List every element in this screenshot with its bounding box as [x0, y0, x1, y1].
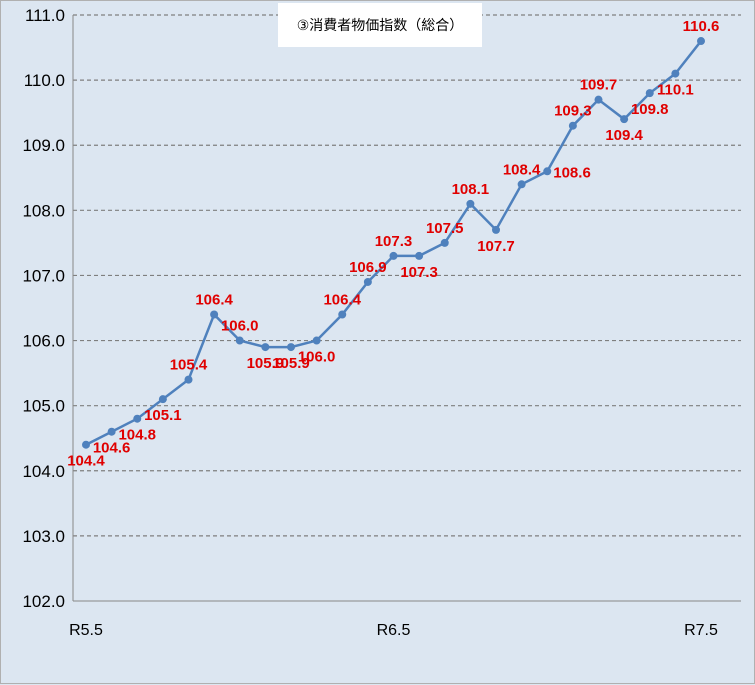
data-label: 110.1 — [657, 82, 694, 99]
data-label: 108.1 — [452, 181, 490, 198]
data-label: 106.9 — [349, 259, 387, 276]
data-point — [517, 180, 526, 189]
data-point — [671, 69, 680, 78]
data-label: 109.4 — [605, 127, 643, 144]
data-point — [415, 251, 424, 260]
data-point — [543, 167, 552, 176]
y-tick-label: 110.0 — [24, 71, 65, 90]
data-point — [107, 427, 116, 436]
data-label: 107.3 — [375, 233, 413, 250]
y-tick-label: 103.0 — [22, 527, 65, 546]
data-point — [466, 199, 475, 208]
x-tick-label: R5.5 — [69, 622, 103, 639]
y-tick-label: 108.0 — [22, 201, 65, 220]
data-label: 109.3 — [554, 103, 592, 120]
data-point — [235, 336, 244, 345]
data-label: 107.7 — [477, 238, 515, 255]
data-label: 104.4 — [67, 453, 105, 470]
data-label: 106.0 — [221, 318, 259, 335]
data-label: 109.7 — [580, 77, 618, 94]
data-label: 105.9 — [272, 355, 310, 372]
data-label: 106.4 — [323, 292, 361, 309]
y-tick-label: 111.0 — [25, 6, 65, 25]
data-point — [594, 95, 603, 104]
data-point — [184, 375, 193, 384]
data-label: 105.4 — [170, 357, 208, 374]
x-tick-label: R7.5 — [684, 622, 718, 639]
y-tick-label: 109.0 — [22, 136, 65, 155]
data-point — [287, 343, 295, 352]
data-label: 105.1 — [144, 407, 182, 424]
data-point — [312, 336, 321, 345]
data-point — [261, 343, 270, 352]
data-point — [133, 414, 142, 423]
data-point — [645, 89, 654, 98]
data-label: 104.6 — [93, 440, 131, 457]
data-label: 106.0 — [298, 349, 336, 366]
data-label: 105.9 — [247, 355, 285, 372]
data-label: 104.8 — [118, 427, 156, 444]
data-point — [389, 251, 398, 260]
data-point — [620, 115, 629, 124]
data-label: 108.4 — [503, 161, 541, 178]
data-point — [440, 238, 449, 247]
data-label: 108.6 — [553, 164, 591, 181]
data-point — [568, 121, 577, 130]
y-tick-label: 107.0 — [22, 266, 65, 285]
y-tick-label: 104.0 — [22, 462, 65, 481]
data-label: 107.5 — [426, 220, 464, 237]
chart-title: ③消費者物価指数（総合） — [278, 3, 482, 47]
y-tick-label: 106.0 — [22, 332, 65, 351]
data-point — [697, 37, 705, 46]
data-label: 107.3 — [400, 264, 438, 281]
data-point — [363, 277, 372, 286]
y-tick-label: 105.0 — [22, 397, 65, 416]
data-point — [338, 310, 347, 319]
data-label: 106.4 — [195, 292, 233, 309]
x-tick-label: R6.5 — [377, 622, 411, 639]
data-label: 110.6 — [683, 18, 720, 35]
data-point — [210, 310, 219, 319]
data-point — [82, 440, 90, 449]
data-point — [492, 225, 500, 234]
data-label: 109.8 — [631, 101, 669, 118]
data-point — [158, 395, 167, 404]
y-tick-label: 102.0 — [22, 592, 65, 611]
